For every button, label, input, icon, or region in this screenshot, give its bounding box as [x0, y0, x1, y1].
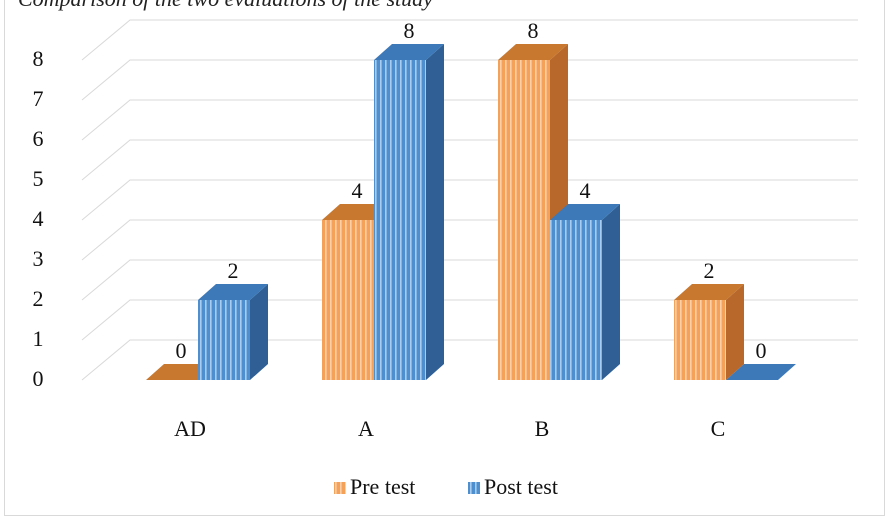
- bars: [146, 44, 796, 380]
- bar-pre-test-c: [674, 284, 744, 380]
- x-tick-label: AD: [174, 416, 206, 441]
- data-label: 0: [756, 338, 767, 363]
- x-tick-label: B: [535, 416, 550, 441]
- legend-item: Post test: [468, 474, 558, 499]
- y-tick-label: 7: [33, 86, 44, 111]
- data-labels: 0 2 4 8 8 4 2 0: [176, 18, 767, 363]
- x-tick-label: C: [711, 416, 726, 441]
- gridline: [81, 139, 858, 181]
- gridline: [81, 99, 858, 141]
- x-axis: AD A B C: [174, 416, 725, 441]
- data-label: 8: [404, 18, 415, 43]
- y-tick-label: 4: [33, 206, 44, 231]
- y-tick-label: 1: [33, 326, 44, 351]
- legend-swatch: [468, 482, 480, 494]
- y-tick-label: 2: [33, 286, 44, 311]
- data-label: 2: [228, 258, 239, 283]
- gridline: [81, 59, 858, 101]
- y-tick-label: 3: [33, 246, 44, 271]
- data-label: 8: [528, 18, 539, 43]
- y-tick-label: 0: [33, 366, 44, 391]
- y-tick-label: 5: [33, 166, 44, 191]
- data-label: 4: [352, 178, 363, 203]
- chart-caption: Comparison of the two evaluations of the…: [18, 0, 433, 12]
- legend-item: Pre test: [334, 474, 415, 499]
- bar-post-test-ad: [198, 284, 268, 380]
- legend-swatch: [334, 482, 346, 494]
- bar-post-test-a: [374, 44, 444, 380]
- gridline: [81, 19, 858, 61]
- chart-frame: [4, 0, 885, 516]
- gridline: [81, 179, 858, 221]
- data-label: 0: [176, 338, 187, 363]
- y-tick-label: 8: [33, 46, 44, 71]
- legend-label: Post test: [484, 474, 558, 499]
- data-label: 4: [580, 178, 591, 203]
- gridline: [81, 219, 858, 261]
- legend: Pre test Post test: [334, 474, 558, 499]
- bar-post-test-c: [726, 364, 796, 380]
- bar-post-test-b: [550, 204, 620, 380]
- y-tick-label: 6: [33, 126, 44, 151]
- x-tick-label: A: [358, 416, 374, 441]
- y-axis: 0 1 2 3 4 5 6 7 8: [33, 46, 44, 391]
- data-label: 2: [704, 258, 715, 283]
- legend-label: Pre test: [350, 474, 415, 499]
